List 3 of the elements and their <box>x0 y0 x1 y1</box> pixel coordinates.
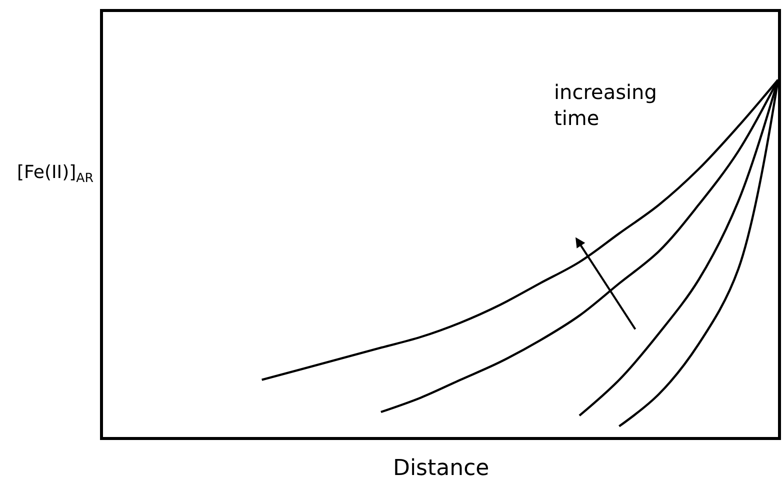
annotation: increasing time <box>554 80 657 130</box>
x-axis-title: Distance <box>393 456 490 481</box>
y-axis-title: [Fe(II)]$_{AR}$ <box>17 162 94 185</box>
